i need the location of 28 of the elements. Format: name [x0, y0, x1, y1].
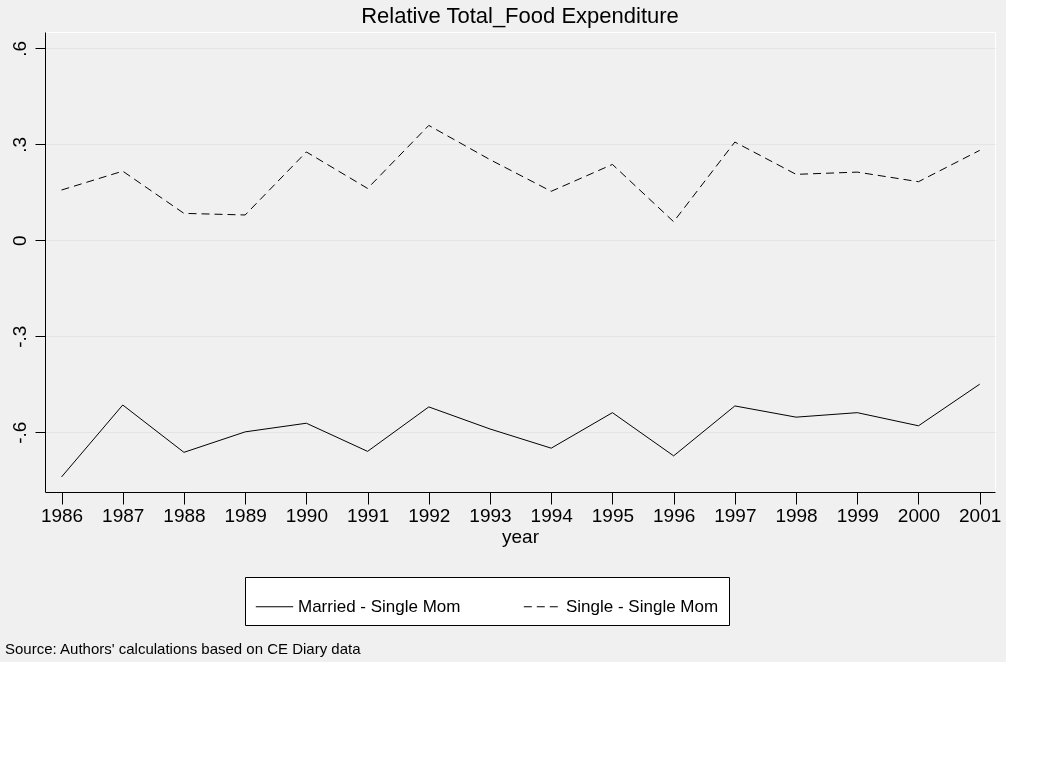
source-note: Source: Authors' calculations based on CE Diary data: [5, 640, 362, 657]
y-tick-label: -.6: [8, 421, 30, 444]
x-tick-label: 2001: [959, 504, 1002, 526]
x-axis-title: year: [502, 525, 540, 547]
chart-title: Relative Total_Food Expenditure: [361, 3, 679, 28]
x-tick-label: 1986: [40, 504, 84, 526]
x-tick-label: 1987: [102, 504, 145, 526]
x-tick-label: 1991: [346, 504, 390, 526]
x-tick-label: 1989: [224, 504, 267, 526]
x-tick-label: 1994: [530, 504, 574, 526]
x-tick-label: 1999: [836, 504, 879, 526]
x-tick-label: 1998: [775, 504, 818, 526]
y-tick-label: 0: [8, 235, 30, 247]
x-tick-label: 1995: [591, 504, 635, 526]
legend-label: Married - Single Mom: [298, 596, 461, 616]
x-tick-label: 1993: [469, 504, 512, 526]
x-tick-label: 2000: [897, 504, 941, 526]
y-tick-label: .6: [8, 40, 30, 57]
line-series: [61, 124, 981, 223]
x-tick-label: 1992: [408, 504, 451, 526]
line-series: [61, 383, 981, 478]
y-tick-label: .3: [8, 136, 30, 153]
x-tick-label: 1990: [285, 504, 329, 526]
x-tick-label: 1996: [653, 504, 696, 526]
y-tick-label: -.3: [8, 325, 30, 348]
x-tick-label: 1997: [714, 504, 757, 526]
x-tick-label: 1988: [163, 504, 206, 526]
legend-label: Single - Single Mom: [566, 596, 719, 616]
